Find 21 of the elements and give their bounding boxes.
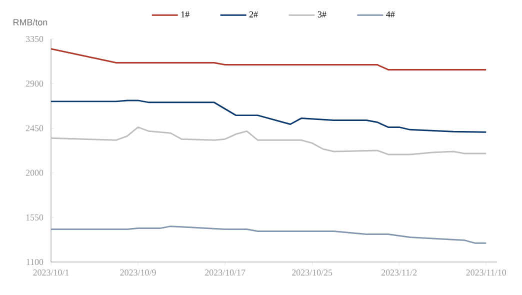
x-tick-label: 2023/11/10 — [466, 270, 506, 276]
line-series — [51, 100, 487, 133]
x-tick-label: 2023/10/25 — [292, 270, 332, 276]
legend-label: 2# — [249, 11, 258, 18]
legend-label: 3# — [318, 11, 326, 18]
x-tick-label: 2023/11/2 — [381, 270, 417, 276]
y-tick-label: 2450 — [26, 125, 44, 132]
line-series — [51, 226, 487, 244]
y-tick-label: 1100 — [26, 258, 44, 266]
x-tick-label: 2023/10/1 — [33, 270, 69, 276]
y-tick-label: 1550 — [26, 214, 44, 220]
line-series — [51, 48, 487, 70]
line-series — [51, 126, 487, 156]
y-tick-label: 3350 — [26, 36, 44, 42]
x-tick-label: 2023/10/9 — [120, 270, 156, 276]
y-axis-title: RMB/ton — [14, 18, 48, 26]
y-tick-label: 2900 — [26, 80, 44, 87]
legend-label: 1# — [181, 11, 190, 18]
legend-label: 4# — [386, 11, 395, 18]
y-tick-label: 2000 — [26, 170, 44, 176]
x-tick-label: 2023/10/17 — [205, 270, 246, 276]
